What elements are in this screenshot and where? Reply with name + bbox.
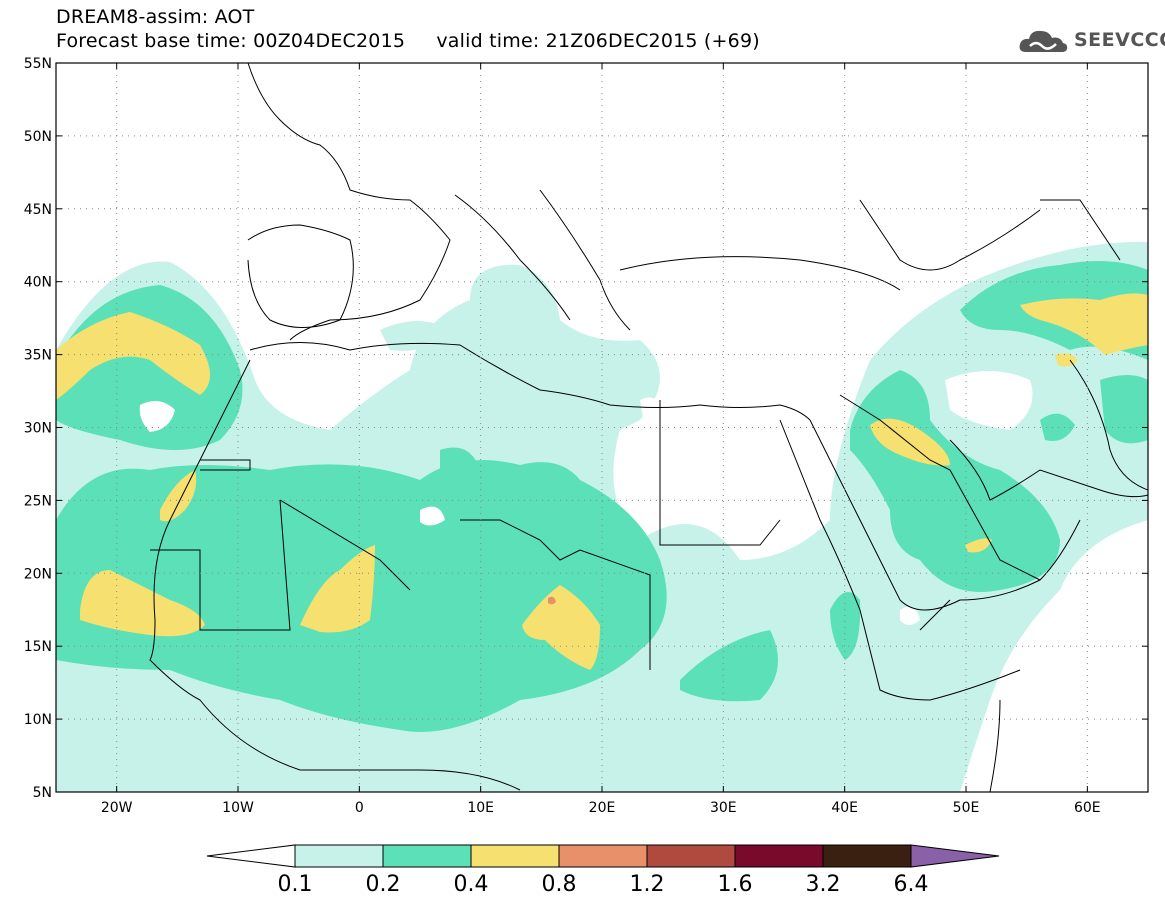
middle-east-borders	[839, 394, 1041, 631]
aot-level-0.8	[548, 596, 556, 605]
lat-tick-label: 50N	[24, 129, 52, 145]
colorbar-segment	[470, 844, 560, 868]
lon-tick-label: 10W	[222, 800, 254, 816]
cloud-icon	[1019, 30, 1068, 52]
grid-lines	[56, 63, 1148, 792]
north-africa-coast	[249, 342, 811, 421]
lat-tick-label: 5N	[33, 785, 52, 801]
axis-ticks: 55N 50N 45N 40N 35N 30N 25N 20N 15N 10N 5N 20W 10W 0 1…	[24, 56, 1148, 816]
colorbar-segment	[822, 844, 912, 868]
lat-tick-label: 35N	[24, 348, 52, 364]
lon-tick-label: 60E	[1074, 800, 1101, 816]
west-africa-coast	[149, 359, 521, 791]
arabia-coast	[809, 419, 1081, 611]
colorbar-label: 3.2	[806, 872, 841, 897]
central-asia-borders	[1040, 199, 1121, 261]
sahara-borders	[150, 459, 411, 631]
european-coast	[247, 63, 451, 341]
aot-level-0.4	[56, 293, 1148, 670]
lat-tick-label: 15N	[24, 639, 52, 655]
lat-tick-label: 20N	[24, 566, 52, 582]
lat-tick-label: 10N	[24, 712, 52, 728]
lon-tick-label: 40E	[831, 800, 858, 816]
iberia-outline	[247, 224, 354, 328]
colorbar-label: 1.2	[630, 872, 665, 897]
colorbar: 0.1 0.2 0.4 0.8 1.2 1.6 3.2 6.4	[206, 844, 1000, 897]
logo: SEEVCCC	[1018, 26, 1165, 56]
colorbar-segment	[294, 844, 384, 868]
lon-tick-label: 20E	[589, 800, 616, 816]
colorbar-label: 0.2	[366, 872, 401, 897]
central-borders	[460, 519, 651, 670]
egypt-sudan-borders	[659, 400, 781, 546]
colorbar-segment	[558, 844, 648, 868]
colorbar-segment	[734, 844, 824, 868]
iran-pakistan-border	[1069, 359, 1148, 491]
title-line2: Forecast base time: 00Z04DEC2015 valid t…	[56, 30, 760, 52]
turkey-coast	[619, 256, 901, 291]
colorbar-right-arrow	[910, 844, 1000, 868]
logo-text: SEEVCCC	[1074, 29, 1165, 51]
lat-tick-label: 55N	[24, 56, 52, 72]
lat-tick-label: 25N	[24, 493, 52, 509]
colorbar-label: 6.4	[894, 872, 929, 897]
colorbar-segment	[382, 844, 472, 868]
caspian-black-sea	[859, 199, 1041, 271]
lat-tick-label: 40N	[24, 275, 52, 291]
colorbar-left-arrow	[206, 844, 296, 868]
lat-tick-label: 30N	[24, 421, 52, 437]
colorbar-label: 1.6	[718, 872, 753, 897]
colorbar-label: 0.8	[542, 872, 577, 897]
lon-tick-label: 50E	[953, 800, 980, 816]
lon-tick-label: 30E	[710, 800, 737, 816]
lon-tick-label: 10E	[467, 800, 494, 816]
italy-coast	[454, 194, 571, 321]
gulf-coast	[949, 439, 1148, 501]
lon-tick-label: 20W	[101, 800, 133, 816]
somalia-coast	[989, 699, 1001, 792]
aot-field	[56, 241, 1148, 792]
balkan-coast	[539, 189, 631, 331]
title-line1: DREAM8-assim: AOT	[56, 6, 255, 28]
colorbar-label: 0.4	[454, 872, 489, 897]
coastlines-and-borders	[149, 63, 1148, 792]
lat-tick-label: 45N	[24, 202, 52, 218]
lon-tick-label: 0	[355, 800, 364, 816]
colorbar-label: 0.1	[278, 872, 313, 897]
colorbar-segment	[646, 844, 736, 868]
